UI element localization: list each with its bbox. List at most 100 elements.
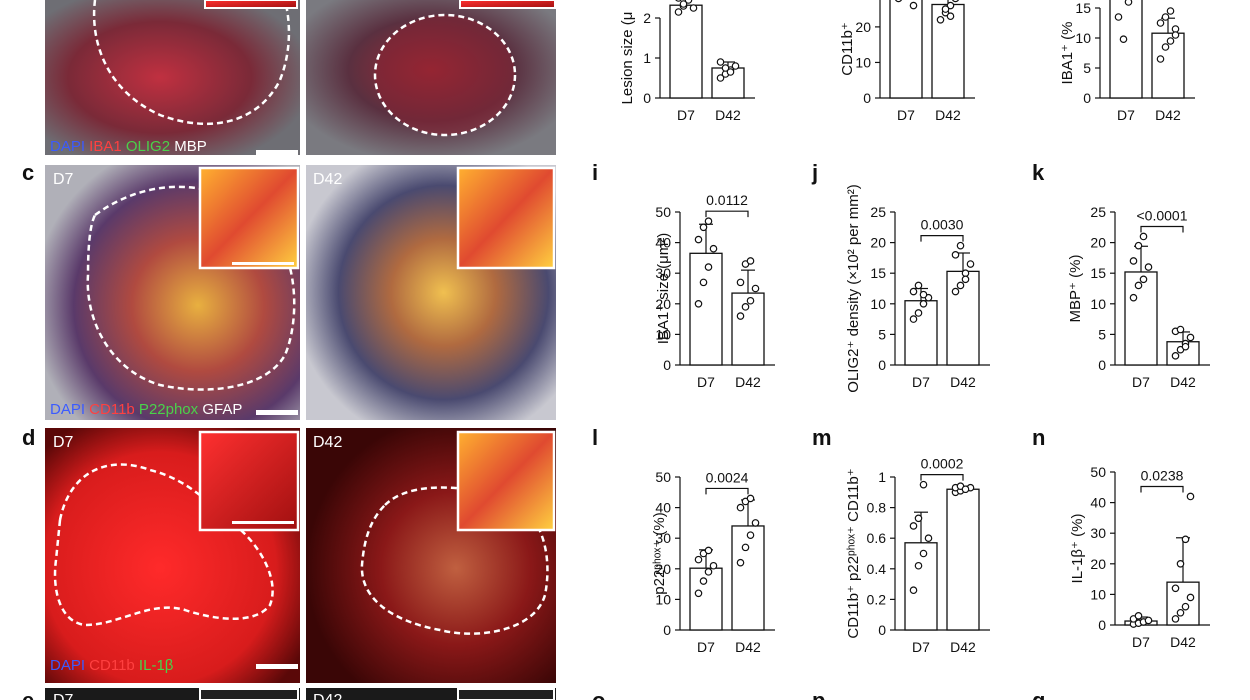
y-tick-label: 20 bbox=[1090, 235, 1106, 251]
data-point bbox=[951, 251, 960, 259]
y-tick-label: 0 bbox=[643, 90, 651, 106]
scale-bar bbox=[256, 410, 298, 415]
y-tick-label: 50 bbox=[655, 469, 671, 485]
data-point bbox=[1181, 342, 1190, 351]
x-tick-label: D7 bbox=[912, 374, 930, 390]
data-point bbox=[1166, 7, 1175, 15]
chart-j: j 0 5 10 15 20 25 OLIG2⁺ density (×10² per mm²)… bbox=[811, 160, 990, 393]
data-point bbox=[966, 260, 975, 268]
stain-label: DAPI bbox=[50, 657, 85, 674]
micrograph-row-e: e D7 D42 bbox=[22, 688, 556, 700]
data-point bbox=[746, 494, 755, 503]
inset-image bbox=[456, 166, 556, 270]
y-tick-label: 30 bbox=[1090, 525, 1106, 541]
data-point bbox=[952, 0, 959, 3]
x-tick-label: D42 bbox=[1170, 374, 1196, 390]
data-point bbox=[1114, 13, 1123, 21]
data-point bbox=[726, 68, 735, 76]
y-tick-label: 10 bbox=[1075, 30, 1091, 46]
inset-image bbox=[199, 688, 299, 700]
y-tick-label: 15 bbox=[1075, 0, 1091, 16]
panel-letter-j: j bbox=[811, 160, 818, 185]
data-point bbox=[736, 312, 745, 320]
data-point bbox=[961, 269, 970, 278]
y-tick-label: 0 bbox=[863, 90, 871, 106]
data-point bbox=[1171, 584, 1180, 593]
y-tick-label: 0 bbox=[1098, 357, 1106, 373]
y-tick-label: 15 bbox=[870, 265, 886, 281]
significance-bracket bbox=[920, 235, 964, 242]
y-tick-label: 30 bbox=[655, 265, 671, 281]
data-point bbox=[1139, 232, 1148, 241]
inset-image bbox=[198, 166, 300, 270]
data-point bbox=[694, 235, 703, 244]
stain-label: DAPI bbox=[50, 401, 85, 418]
panel-letter-l: l bbox=[592, 425, 598, 450]
y-tick-label: 5 bbox=[1083, 60, 1091, 76]
x-tick-label: D42 bbox=[950, 639, 976, 655]
bottom-letters: o p q bbox=[592, 688, 1045, 700]
bar bbox=[1109, 0, 1143, 99]
y-tick-label: 0 bbox=[1098, 617, 1106, 633]
chart-h: 0 5 10 15 IBA1⁺ (% D7 D42 bbox=[1059, 0, 1195, 123]
y-tick-label: 20 bbox=[655, 561, 671, 577]
data-point bbox=[961, 485, 970, 494]
y-tick-label: 50 bbox=[1090, 464, 1106, 480]
y-tick-label: 40 bbox=[655, 500, 671, 516]
x-tick-label: D7 bbox=[697, 374, 715, 390]
y-tick-label: 10 bbox=[1090, 296, 1106, 312]
data-point bbox=[956, 241, 965, 250]
data-point bbox=[1144, 616, 1153, 625]
data-point bbox=[951, 287, 960, 296]
chart-l: l 0 10 20 30 40 50 p22ᵖʰᵒˣ⁺ (%) D7 D42 0.0024 bbox=[592, 425, 775, 655]
timepoint-label: D42 bbox=[313, 692, 342, 700]
data-point bbox=[1181, 535, 1190, 544]
y-tick-label: 40 bbox=[1090, 495, 1106, 511]
data-point bbox=[1129, 293, 1138, 302]
data-point bbox=[946, 12, 955, 21]
data-point bbox=[1134, 241, 1143, 250]
significance-bracket bbox=[1140, 485, 1184, 493]
data-point bbox=[674, 8, 683, 16]
y-tick-label: 0 bbox=[1083, 90, 1091, 106]
y-tick-label: 20 bbox=[1090, 556, 1106, 572]
stain-label: OLIG2 bbox=[122, 138, 170, 155]
data-point bbox=[721, 64, 730, 72]
y-tick-label: 20 bbox=[855, 19, 871, 35]
y-axis-label: OLIG2⁺ density (×10² per mm²) bbox=[845, 184, 862, 392]
data-point bbox=[746, 296, 755, 305]
data-point bbox=[736, 558, 745, 567]
data-point bbox=[709, 244, 718, 253]
y-tick-label: 15 bbox=[1090, 265, 1106, 281]
panel-letter-m: m bbox=[812, 425, 832, 450]
stain-label: CD11b bbox=[85, 401, 135, 418]
x-tick-label: D42 bbox=[735, 374, 761, 390]
y-axis-label: IL-1β⁺ (%) bbox=[1069, 514, 1086, 584]
lesion-outline bbox=[92, 0, 291, 126]
y-tick-label: 10 bbox=[655, 591, 671, 607]
data-point bbox=[914, 561, 923, 570]
data-point bbox=[961, 275, 970, 284]
y-tick-label: 25 bbox=[870, 204, 886, 220]
y-axis-label: CD11b⁺ bbox=[839, 22, 856, 76]
data-point bbox=[694, 299, 703, 308]
data-point bbox=[1139, 275, 1148, 284]
data-point bbox=[919, 299, 928, 308]
data-point bbox=[741, 543, 750, 552]
data-point bbox=[1171, 615, 1180, 623]
data-point bbox=[1186, 593, 1195, 602]
data-point bbox=[909, 1, 918, 10]
data-point bbox=[704, 217, 713, 225]
p-value-label: 0.0112 bbox=[706, 192, 748, 208]
timepoint-label: D42 bbox=[313, 171, 342, 188]
data-point bbox=[909, 522, 918, 530]
timepoint-label: D7 bbox=[53, 171, 74, 188]
lesion-outline bbox=[86, 185, 296, 391]
p-value-label: <0.0001 bbox=[1137, 207, 1188, 223]
stain-legend: DAPI IBA1 OLIG2 MBP bbox=[50, 138, 207, 155]
data-point bbox=[746, 257, 755, 265]
data-point bbox=[924, 534, 933, 543]
chart-m: m 0 0.2 0.4 0.6 0.8 1 CD11b⁺ p22ᵖʰᵒˣ⁺ CD11b⁺ D7 D… bbox=[812, 425, 990, 655]
